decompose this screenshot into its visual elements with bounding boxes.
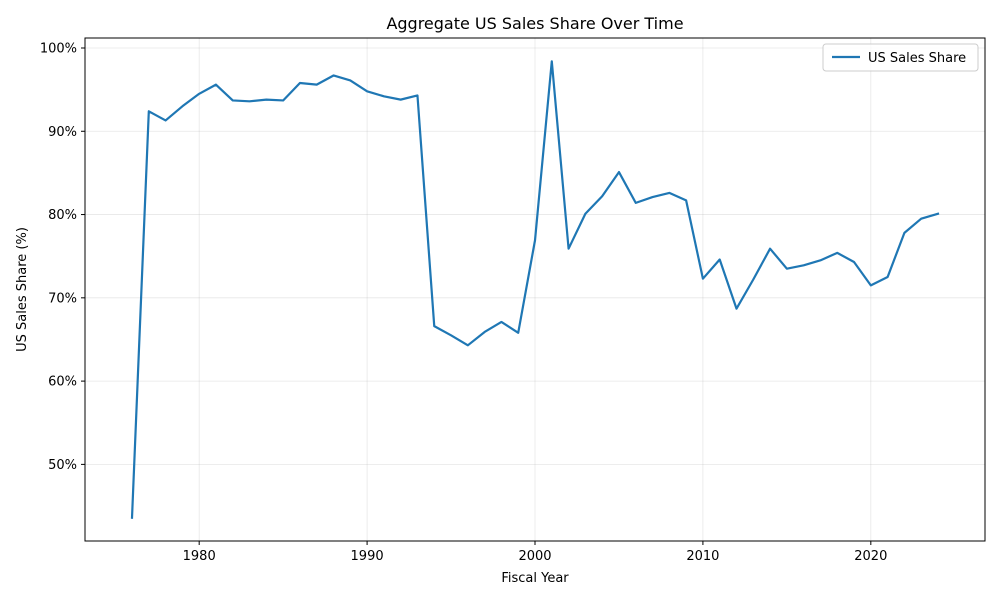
x-tick-label: 1980 xyxy=(183,549,216,564)
series-line-us-sales-share xyxy=(130,60,940,519)
y-axis-title: US Sales Share (%) xyxy=(15,227,30,352)
x-tick-label: 1990 xyxy=(351,549,384,564)
y-tick-label: 70% xyxy=(48,291,77,306)
legend-entry-us-sales-share: US Sales Share xyxy=(868,51,966,66)
x-tick-label: 2020 xyxy=(854,549,887,564)
y-tick-label: 50% xyxy=(48,458,77,473)
x-axis-title: Fiscal Year xyxy=(501,571,569,586)
grid-lines xyxy=(85,38,985,541)
x-tick-label: 2010 xyxy=(686,549,719,564)
y-tick-label: 60% xyxy=(48,375,77,390)
axis-ticks: 1980 1990 2000 2010 2020 50% 60% 70% 80% 90% 100% xyxy=(40,41,888,564)
y-tick-label: 90% xyxy=(48,125,77,140)
series-layer xyxy=(130,60,940,519)
legend-box xyxy=(822,43,979,72)
chart-title: Aggregate US Sales Share Over Time xyxy=(386,14,683,33)
legend: US Sales Share xyxy=(822,43,979,72)
y-tick-label: 80% xyxy=(48,208,77,223)
y-tick-label: 100% xyxy=(40,41,77,56)
x-tick-label: 2000 xyxy=(518,549,551,564)
